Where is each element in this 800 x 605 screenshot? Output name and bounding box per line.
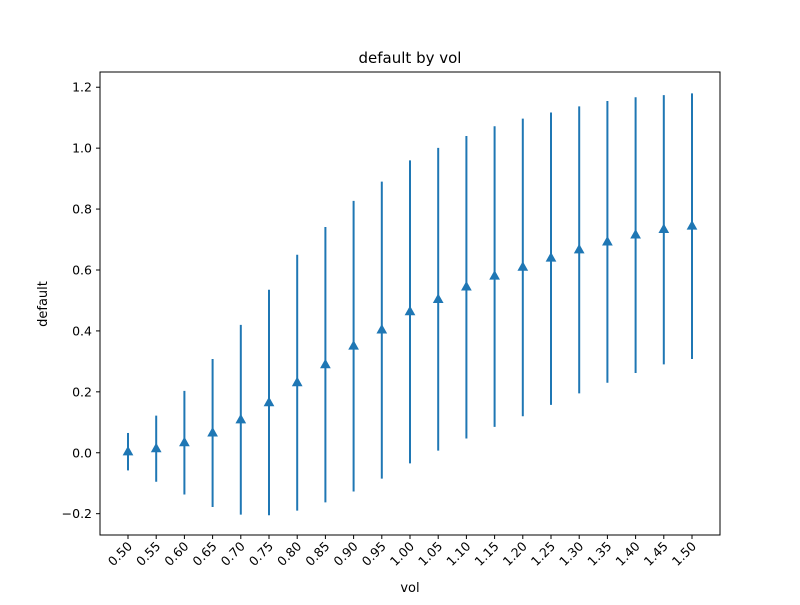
- data-point: [179, 436, 190, 447]
- data-point: [432, 293, 444, 304]
- y-tick-label: 1.0: [72, 141, 92, 156]
- x-axis-label: vol: [400, 581, 419, 596]
- data-point: [320, 358, 331, 369]
- data-point: [122, 445, 134, 456]
- data-point: [630, 228, 641, 239]
- y-axis: −0.2 0.0 0.2 0.4 0.6 0.8 1.0 1.2: [62, 80, 100, 521]
- data-point: [150, 442, 162, 453]
- data-point: [573, 243, 585, 254]
- chart-title: default by vol: [359, 49, 462, 67]
- data-point: [517, 261, 529, 271]
- y-tick-label: −0.2: [62, 506, 92, 521]
- data-point: [263, 396, 275, 407]
- y-tick-label: 1.2: [72, 80, 92, 95]
- data-point: [461, 281, 472, 291]
- data-point: [686, 220, 698, 230]
- data-point: [235, 413, 247, 424]
- y-tick-label: 0.8: [72, 202, 92, 217]
- data-point: [207, 426, 218, 437]
- data-point: [348, 340, 359, 350]
- data-point: [376, 323, 388, 334]
- plot-layer: [122, 93, 698, 516]
- y-axis-label: default: [36, 281, 51, 327]
- data-point: [658, 223, 670, 233]
- y-tick-label: 0.4: [72, 323, 92, 338]
- data-point: [404, 305, 416, 316]
- data-point: [291, 376, 303, 387]
- y-tick-label: 0.2: [72, 384, 92, 399]
- y-tick-label: 0.0: [72, 445, 92, 460]
- data-point: [602, 235, 613, 246]
- data-point: [489, 270, 500, 280]
- data-point: [545, 252, 557, 262]
- y-tick-label: 0.6: [72, 262, 92, 277]
